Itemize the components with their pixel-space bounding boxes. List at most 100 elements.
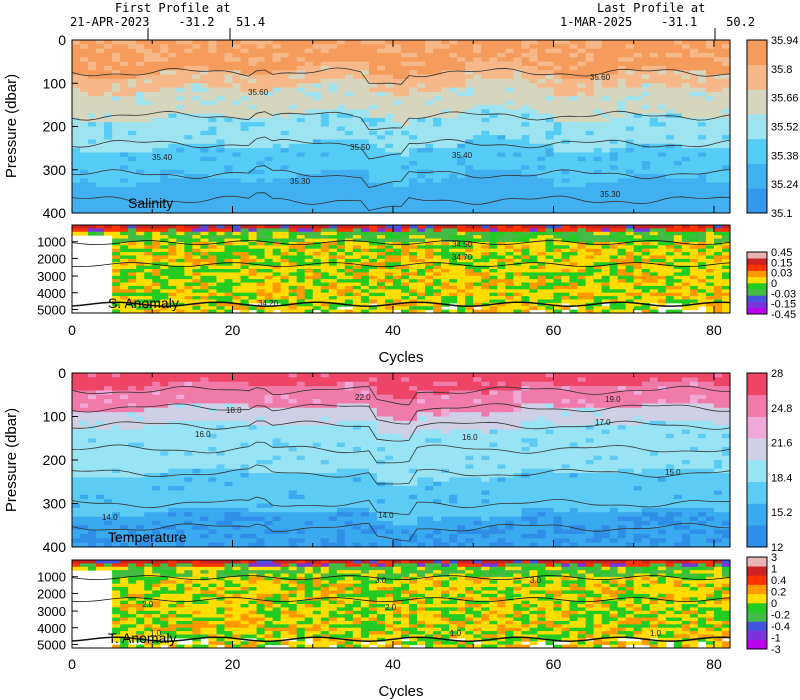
sanom-cell (248, 306, 258, 311)
sal-cell (88, 156, 97, 162)
sal-cell (144, 135, 153, 140)
sal-cell (272, 83, 282, 89)
sanom-cell (256, 309, 266, 313)
sal-cell (136, 100, 145, 106)
sanom-cell (601, 238, 611, 243)
sanom-cell (352, 269, 362, 273)
sal-cell (224, 74, 233, 80)
sanom-cell (176, 238, 185, 243)
sanom-cell (417, 241, 426, 246)
sal-cell (360, 52, 370, 58)
sanom-cell (112, 262, 121, 267)
sal-cell (417, 70, 426, 76)
sal-cell (344, 139, 354, 145)
sal-cell (625, 117, 635, 123)
sal-cell (705, 40, 715, 45)
sal-cell (88, 83, 97, 89)
sal-cell (585, 87, 595, 93)
sal-cell (425, 52, 434, 58)
sal-cell (641, 195, 651, 201)
sal-cell (200, 61, 209, 67)
sal-cell (537, 83, 546, 89)
sanom-cell (473, 245, 482, 250)
sanom-cell (336, 272, 346, 277)
sanom-cell (417, 255, 426, 260)
sal-cell (513, 117, 522, 123)
sal-cell (689, 191, 699, 197)
sanom-cell (441, 258, 450, 263)
sal-cell (96, 182, 105, 188)
sanom-cell (280, 272, 290, 277)
sal-cell (577, 96, 587, 102)
sanom-cell (136, 289, 145, 294)
sal-cell (256, 52, 266, 58)
sal-cell (328, 61, 338, 67)
sanom-cell (376, 258, 386, 263)
sal-cell (328, 148, 338, 153)
sal-cell (529, 44, 538, 50)
sal-cell (673, 74, 683, 80)
sal-cell (232, 83, 242, 89)
sanom-cell (360, 272, 370, 277)
sanom-cell (433, 248, 442, 253)
sal-cell (625, 96, 635, 102)
sal-cell (633, 109, 643, 115)
sal-cell (168, 91, 177, 97)
sal-cell (296, 109, 306, 115)
sal-cell (208, 87, 217, 93)
sal-cell (721, 156, 730, 162)
sal-cell (240, 152, 250, 158)
sal-cell (505, 191, 514, 197)
sal-cell (465, 109, 474, 115)
sanom-cell (545, 245, 554, 250)
sanom-cell (601, 292, 611, 297)
sal-cell (112, 135, 121, 140)
sanom-cell (152, 289, 161, 294)
sal-cell (72, 57, 81, 63)
sal-cell (136, 130, 145, 136)
sal-cell (721, 83, 730, 89)
sanom-cell (593, 289, 603, 294)
sal-cell (80, 204, 89, 210)
sal-cell (184, 178, 193, 184)
sal-cell (441, 57, 450, 63)
sanom-cell (280, 225, 290, 229)
sanom-cell (497, 238, 506, 243)
sanom-cell (352, 309, 362, 313)
sal-cell (689, 126, 699, 132)
sal-cell (80, 87, 89, 93)
sanom-cell (144, 235, 153, 240)
sal-cell (344, 148, 354, 153)
sal-cell (296, 100, 306, 106)
sal-cell (328, 208, 338, 213)
sal-cell (256, 61, 266, 67)
sanom-cell (481, 225, 490, 229)
sal-cell (673, 65, 683, 71)
sanom-cell (344, 292, 354, 297)
sal-cell (601, 156, 611, 162)
sal-cell (80, 208, 89, 213)
sanom-cell (360, 258, 370, 263)
sanom-cell (449, 292, 458, 297)
sal-cell (545, 48, 554, 54)
sal-cell (585, 143, 595, 149)
sal-cell (256, 165, 266, 171)
sanom-cell (441, 309, 450, 313)
sal-cell (537, 187, 546, 192)
sanom-cell (553, 285, 562, 290)
sanom-cell (545, 241, 554, 246)
sanom-cell (312, 255, 322, 260)
sanom-cell (288, 231, 298, 236)
sal-cell (497, 104, 506, 110)
sal-cell (673, 44, 683, 50)
sal-cell (633, 126, 643, 132)
sanom-cell (328, 248, 338, 253)
sal-cell (553, 113, 562, 119)
sal-cell (192, 74, 201, 80)
sal-cell (160, 91, 169, 97)
sal-cell (136, 122, 145, 127)
sal-cell (216, 156, 225, 162)
sal-cell (328, 104, 338, 110)
